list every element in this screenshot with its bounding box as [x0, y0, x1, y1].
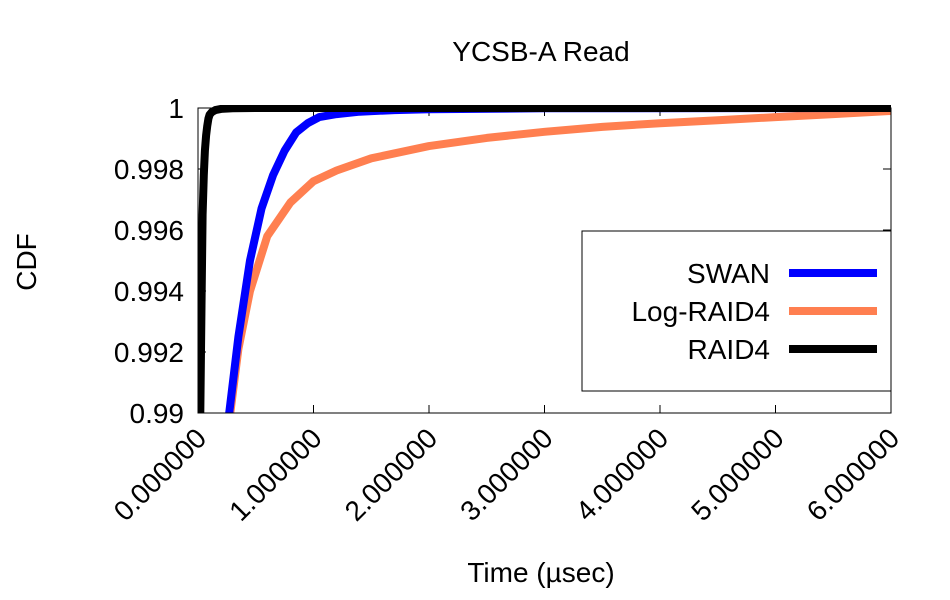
x-tick-label: 3.000000 [454, 422, 559, 527]
x-tick-label: 2.000000 [339, 422, 444, 527]
legend-label: RAID4 [688, 334, 770, 365]
x-tick-label: 1.000000 [223, 422, 328, 527]
x-tick-label: 5.000000 [685, 422, 790, 527]
y-tick-label: 0.99 [130, 398, 185, 429]
y-tick-label: 0.994 [114, 276, 184, 307]
x-tick-label: 4.000000 [570, 422, 675, 527]
legend-label: SWAN [687, 258, 770, 289]
chart-title: YCSB-A Read [452, 36, 629, 67]
legend: SWAN Log-RAID4 RAID4 [581, 230, 892, 392]
x-tick-label: 0.000000 [108, 422, 213, 527]
series-line-log-raid4 [226, 107, 891, 413]
y-tick-label: 0.992 [114, 337, 184, 368]
y-axis-label: CDF [11, 233, 42, 291]
x-axis-label: Time (µsec) [467, 557, 614, 588]
y-tick-label: 1 [168, 93, 184, 124]
legend-label: Log-RAID4 [631, 296, 770, 327]
y-tick-label: 0.996 [114, 215, 184, 246]
x-tick-label: 6.000000 [801, 422, 906, 527]
y-tick-label: 0.998 [114, 154, 184, 185]
